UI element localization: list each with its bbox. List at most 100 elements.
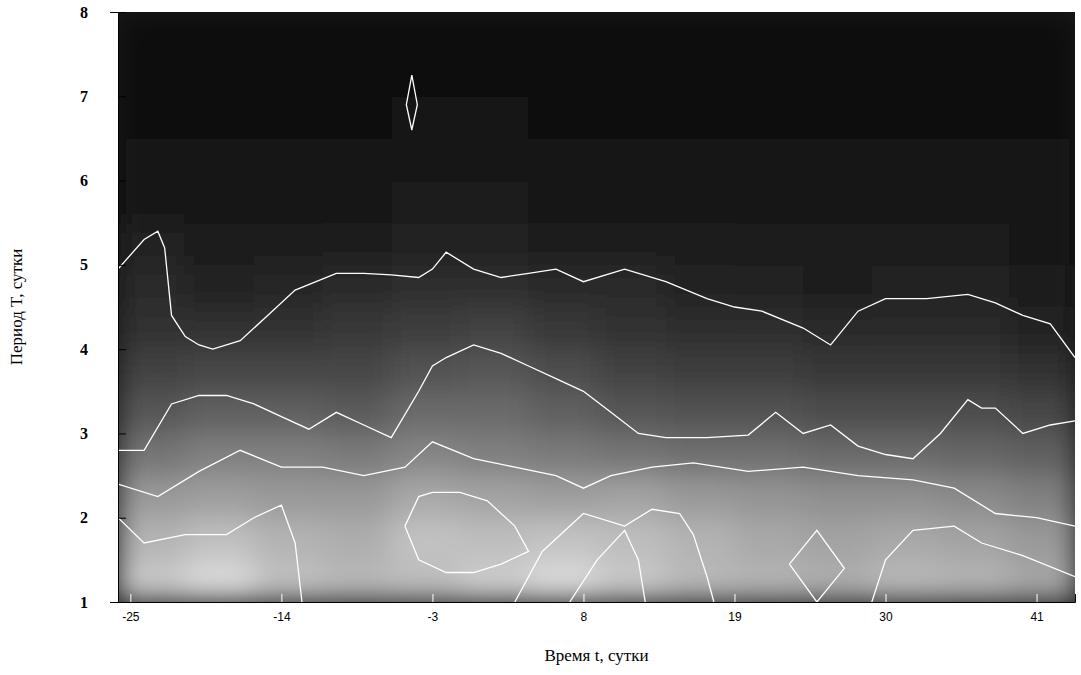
heatmap-cell: [460, 476, 529, 519]
heatmap-cell: [1009, 12, 1075, 55]
heatmap-cell: [529, 518, 598, 561]
heatmap-cell: [734, 518, 803, 561]
heatmap-cell: [666, 476, 735, 519]
heatmap-cell: [872, 349, 941, 392]
heatmap-cell: [666, 391, 735, 434]
heatmap-cell: [666, 433, 735, 476]
heatmap-cell: [734, 265, 803, 308]
x-tick: -3: [428, 594, 439, 624]
heatmap-cell: [185, 12, 254, 55]
heatmap-cell: [666, 223, 735, 266]
heatmap-cell: [734, 181, 803, 224]
heatmap-cell: [391, 265, 460, 308]
heatmap-cell: [666, 307, 735, 350]
x-tick-label: -25: [122, 610, 140, 624]
y-tick-mark: [118, 96, 126, 97]
y-tick-label: 2: [80, 509, 88, 526]
y-tick: 3: [80, 425, 126, 442]
contour-line: [406, 75, 417, 130]
heatmap-cell: [734, 560, 803, 602]
heatmap-cell: [118, 518, 186, 561]
heatmap-cell: [803, 181, 872, 224]
heatmap-cell: [734, 391, 803, 434]
x-tick: -25: [122, 594, 140, 624]
heatmap-cell: [1009, 476, 1075, 519]
heatmap-cell: [391, 12, 460, 55]
heatmap-cell: [391, 433, 460, 476]
heatmap-cell: [185, 560, 254, 602]
heatmap-cell: [323, 96, 392, 139]
heatmap-cell: [529, 96, 598, 139]
heatmap-cell: [323, 265, 392, 308]
heatmap-cell: [597, 433, 666, 476]
chart: -25-14-3819304112345678Время t, суткиПер…: [0, 0, 1081, 675]
x-tick: 19: [728, 594, 742, 624]
heatmap-cell: [803, 307, 872, 350]
contour-line: [872, 526, 1075, 602]
heatmap-cell: [734, 12, 803, 55]
heatmap-cell: [872, 433, 941, 476]
heatmap-cell: [803, 560, 872, 602]
heatmap-cell: [597, 518, 666, 561]
x-tick-label: 41: [1030, 610, 1044, 624]
heatmap-cell: [1009, 138, 1075, 181]
contour-line: [570, 530, 646, 602]
y-tick-mark: [118, 265, 126, 266]
heatmap-cell: [391, 181, 460, 224]
heatmap-cell: [597, 560, 666, 602]
heatmap-cell: [597, 138, 666, 181]
heatmap-cell: [1009, 96, 1075, 139]
heatmap-cell: [597, 476, 666, 519]
heatmap-cell: [529, 223, 598, 266]
heatmap-cell: [940, 96, 1009, 139]
heatmap-cell: [460, 138, 529, 181]
heatmap-cell: [734, 54, 803, 97]
heatmap-cell: [118, 96, 186, 139]
y-axis: 12345678: [80, 4, 126, 611]
heatmap-cell: [940, 433, 1009, 476]
heatmap-cell: [118, 560, 186, 602]
contour-line: [789, 530, 844, 602]
heatmap-cell: [734, 349, 803, 392]
heatmap-cell: [597, 96, 666, 139]
heatmap-cell: [940, 265, 1009, 308]
heatmap-cell: [803, 349, 872, 392]
heatmap-cell: [118, 265, 186, 308]
heatmap-cell: [872, 181, 941, 224]
y-tick: 2: [80, 509, 126, 526]
heatmap-cell: [323, 349, 392, 392]
heatmap-cell: [529, 391, 598, 434]
x-tick-mark: [583, 594, 584, 602]
heatmap-cell: [872, 560, 941, 602]
heatmap-cell: [597, 181, 666, 224]
heatmap-cell: [185, 433, 254, 476]
x-tick-mark: [734, 594, 735, 602]
heatmap-cell: [529, 433, 598, 476]
heatmap-cell: [872, 12, 941, 55]
heatmap-cell: [529, 181, 598, 224]
heatmap-cell: [666, 181, 735, 224]
heatmap-cell: [1009, 54, 1075, 97]
heatmap-cell: [1009, 560, 1075, 602]
heatmap-cell: [803, 12, 872, 55]
heatmap-cell: [1009, 433, 1075, 476]
y-tick: 4: [80, 341, 126, 358]
heatmap-cell: [391, 476, 460, 519]
x-tick-mark: [281, 594, 282, 602]
heatmap-cell: [254, 476, 323, 519]
heatmap-cell: [1009, 265, 1075, 308]
heatmap-cell: [323, 138, 392, 181]
y-tick: 1: [80, 594, 126, 611]
heatmap-cell: [254, 433, 323, 476]
heatmap-cell: [803, 223, 872, 266]
heatmap-cell: [940, 391, 1009, 434]
plot-area: [118, 12, 1075, 602]
contour-line: [405, 492, 529, 572]
y-tick-label: 8: [80, 4, 88, 21]
heatmap-cell: [323, 12, 392, 55]
heatmap-cell: [254, 96, 323, 139]
contours: [118, 75, 1075, 602]
y-tick-label: 1: [80, 594, 88, 611]
heatmap-cell: [254, 349, 323, 392]
heatmap-cell: [803, 96, 872, 139]
